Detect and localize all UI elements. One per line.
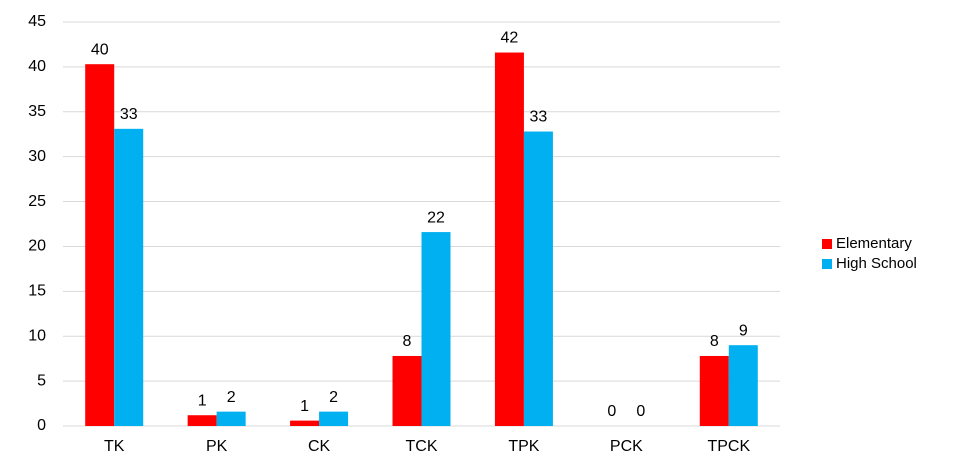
y-tick-label: 20 [28,238,46,255]
bar [85,64,115,426]
data-label: 33 [530,109,548,126]
data-label: 8 [710,333,719,350]
y-tick-label: 45 [28,13,46,30]
data-label: 42 [501,30,519,47]
y-tick-label: 35 [28,103,46,120]
legend-swatch [822,239,832,249]
bar [728,345,758,426]
y-tick-label: 0 [37,417,46,434]
bar [290,420,320,426]
legend-label: Elementary [836,235,912,252]
bar [699,355,729,426]
data-label: 2 [329,389,338,406]
y-tick-label: 30 [28,148,46,165]
x-tick-label: PCK [610,438,643,455]
x-tick-label: TPCK [707,438,750,455]
data-label: 1 [198,392,207,409]
data-label: 9 [739,322,748,339]
data-label: 33 [120,106,138,123]
y-tick-label: 5 [37,372,46,389]
data-label: 40 [91,41,109,58]
bar [319,411,349,426]
bar [392,355,422,426]
y-tick-label: 15 [28,283,46,300]
data-label: 1 [300,398,309,415]
bar [114,128,144,426]
y-tick-label: 40 [28,58,46,75]
x-tick-label: PK [206,438,228,455]
bar [216,411,246,426]
y-tick-label: 25 [28,193,46,210]
data-label: 2 [227,389,236,406]
data-label: 22 [427,209,445,226]
data-label: 8 [403,333,412,350]
data-label: 0 [607,403,616,420]
bar [494,52,524,426]
x-tick-label: TCK [406,438,438,455]
data-label: 0 [636,403,645,420]
legend-swatch [822,259,832,269]
x-tick-label: TPK [508,438,539,455]
x-tick-label: TK [104,438,125,455]
bar [523,131,553,427]
bar [421,232,451,426]
bar [187,415,217,426]
x-tick-label: CK [308,438,331,455]
legend-label: High School [836,255,917,272]
y-tick-label: 10 [28,327,46,344]
